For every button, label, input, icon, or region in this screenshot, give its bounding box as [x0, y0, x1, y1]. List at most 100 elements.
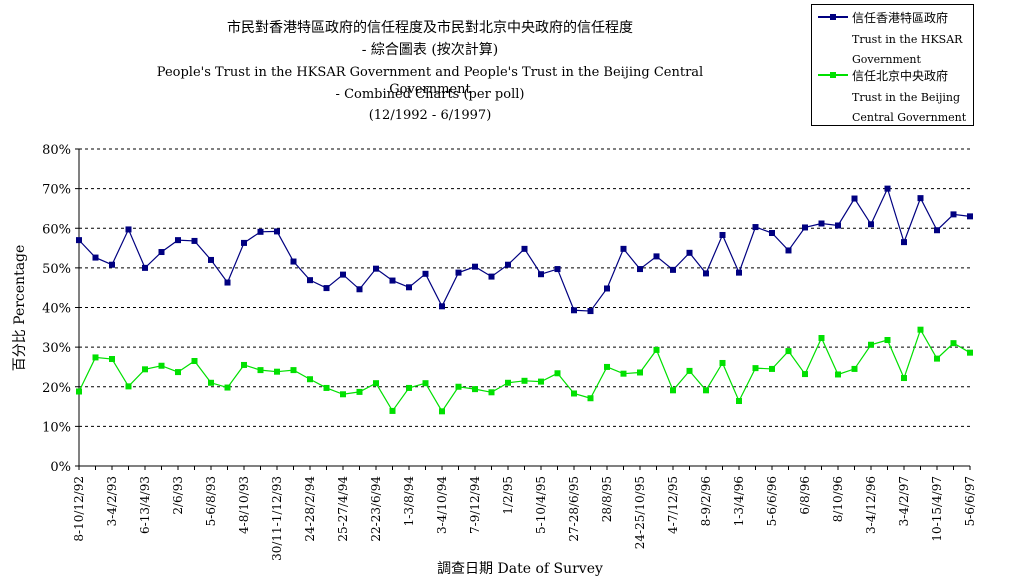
- series-hksar-point: [158, 249, 165, 256]
- x-tick-label: 24-28/2/94: [303, 476, 317, 542]
- legend-label-en: Central Government: [852, 111, 967, 124]
- series-group: [76, 185, 973, 415]
- series-beijing: [76, 326, 973, 415]
- series-beijing-point: [323, 384, 330, 391]
- y-tick-label: 50%: [42, 262, 71, 277]
- series-hksar-point: [406, 284, 412, 291]
- series-beijing-point: [290, 367, 297, 374]
- title-line-zh: 市民對香港特區政府的信任程度及市民對北京中央政府的信任程度: [227, 20, 633, 36]
- series-beijing-point: [950, 340, 957, 347]
- legend-label-en: Trust in the HKSAR: [852, 33, 963, 46]
- series-beijing-point: [736, 398, 742, 405]
- series-hksar-point: [752, 224, 759, 231]
- series-hksar-point: [901, 239, 907, 246]
- series-beijing-point: [175, 369, 181, 376]
- series-beijing-point: [769, 365, 775, 372]
- series-beijing-point: [241, 361, 247, 368]
- series-beijing-point: [488, 389, 495, 396]
- legend-marker-square: [830, 14, 836, 20]
- series-hksar-point: [307, 277, 313, 284]
- series-hksar-point: [917, 195, 924, 202]
- legend-label-en: Trust in the Beijing: [852, 91, 961, 104]
- x-tick-label: 3-4/2/97: [897, 476, 911, 526]
- series-hksar-point: [505, 261, 511, 268]
- series-beijing-point: [587, 395, 594, 402]
- series-hksar-point: [455, 269, 462, 276]
- x-tick-label: 1-3/4/96: [732, 476, 746, 526]
- series-hksar-point: [785, 247, 792, 254]
- series-hksar-point: [835, 222, 841, 229]
- series-hksar-point: [538, 271, 544, 278]
- x-tick-label: 2/6/93: [171, 476, 185, 515]
- series-hksar-point: [191, 237, 198, 244]
- series-hksar-point: [769, 230, 775, 237]
- series-hksar-point: [125, 226, 132, 233]
- series-hksar-point: [868, 221, 874, 228]
- series-beijing-point: [653, 346, 660, 353]
- legend-marker-square: [830, 72, 836, 78]
- y-tick-labels: 0% 10% 20% 30% 40% 50% 60% 70% 80%: [42, 143, 79, 475]
- x-tick-label: 5-6/6/97: [963, 476, 977, 526]
- series-beijing-point: [158, 362, 165, 369]
- series-hksar-point: [274, 228, 280, 235]
- series-beijing-point: [851, 365, 858, 372]
- series-hksar-point: [356, 286, 363, 293]
- series-hksar-point: [241, 239, 247, 246]
- series-beijing-point: [224, 384, 231, 391]
- series-hksar-point: [719, 231, 726, 238]
- series-hksar-point: [571, 307, 577, 314]
- series-hksar-point: [521, 245, 528, 252]
- x-tick-label: 1/2/95: [501, 476, 515, 515]
- series-beijing-point: [670, 387, 676, 394]
- subtitle-line-zh: - 綜合圖表 (按次計算): [361, 42, 499, 58]
- x-tick-label: 7-9/12/94: [468, 476, 482, 534]
- y-tick-label: 40%: [42, 302, 71, 317]
- series-hksar-point: [340, 271, 346, 278]
- series-beijing-point: [868, 341, 874, 348]
- series-beijing-point: [554, 370, 561, 377]
- series-beijing-point: [752, 365, 759, 372]
- series-hksar-point: [554, 266, 561, 273]
- title-line-en: People's Trust in the HKSAR Government a…: [156, 65, 704, 97]
- y-tick-label: 30%: [42, 341, 71, 356]
- legend-label-zh: 信任香港特區政府: [852, 11, 949, 25]
- x-tick-label: 10-15/4/97: [930, 476, 944, 542]
- series-beijing-point: [340, 391, 346, 398]
- series-hksar-point: [109, 261, 115, 268]
- series-beijing-point: [686, 367, 693, 374]
- series-hksar-point: [818, 220, 825, 227]
- series-beijing-point: [356, 388, 363, 395]
- series-hksar-point: [703, 270, 709, 277]
- x-tick-label: 4-8/10/93: [237, 476, 251, 534]
- y-tick-label: 80%: [42, 143, 71, 158]
- series-beijing-point: [257, 367, 264, 374]
- series-hksar-point: [142, 264, 148, 271]
- series-hksar-point: [967, 213, 973, 220]
- series-beijing-line: [78, 328, 971, 413]
- subtitle-line-en: - Combined Charts (per poll): [335, 87, 525, 102]
- series-hksar-point: [950, 211, 957, 218]
- y-tick-label: 0%: [50, 460, 71, 475]
- series-hksar-point: [488, 273, 495, 280]
- series-hksar-point: [670, 266, 676, 273]
- x-tick-label: 5-6/6/96: [765, 476, 779, 526]
- legend-label-en: Government: [852, 53, 921, 66]
- series-beijing-point: [884, 336, 891, 343]
- series-hksar-point: [884, 185, 891, 192]
- x-tick-label: 24-25/10/95: [633, 476, 647, 549]
- series-beijing-point: [604, 363, 610, 370]
- series-beijing-point: [505, 379, 511, 386]
- series-beijing-point: [818, 335, 825, 342]
- x-tick-label: 8-10/12/92: [72, 476, 86, 542]
- x-axis-label: 調查日期 Date of Survey: [437, 561, 603, 577]
- series-hksar: [76, 185, 973, 315]
- y-tick-label: 60%: [42, 222, 71, 237]
- x-tick-label: 27-28/6/95: [567, 476, 581, 542]
- x-tick-label: 6-13/4/93: [138, 476, 152, 534]
- series-beijing-point: [538, 378, 544, 385]
- gridlines: [79, 148, 970, 427]
- series-hksar-point: [604, 285, 610, 292]
- series-beijing-point: [785, 348, 792, 355]
- series-beijing-point: [92, 354, 99, 361]
